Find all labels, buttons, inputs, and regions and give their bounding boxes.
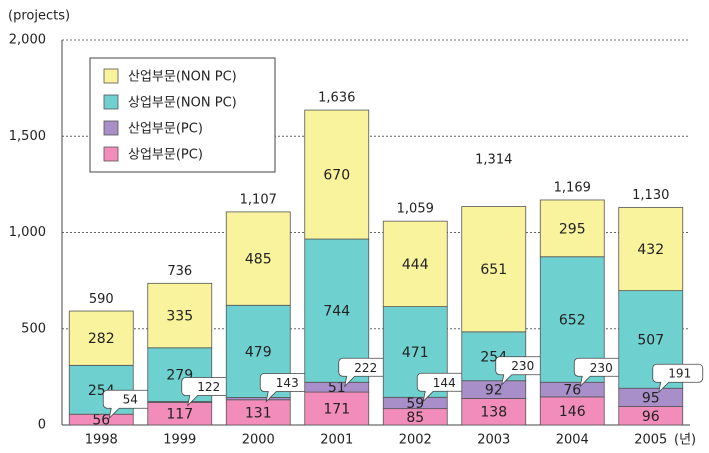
bar-segment xyxy=(382,220,448,308)
bar-segment xyxy=(461,398,527,426)
x-tick-label: 1999 xyxy=(163,433,196,448)
y-tick-label: 1,500 xyxy=(9,129,46,144)
y-axis-label: (projects) xyxy=(8,9,70,24)
segment-label: 670 xyxy=(323,168,350,184)
segment-label: 171 xyxy=(323,402,350,418)
x-tick-label: 2002 xyxy=(399,433,432,448)
segment-label: 56 xyxy=(92,413,110,429)
x-tick-label: 2004 xyxy=(556,433,589,448)
bar-segment xyxy=(304,391,370,426)
y-tick-label: 500 xyxy=(21,321,46,336)
segment-label: 76 xyxy=(563,383,581,399)
callout-label: 230 xyxy=(511,359,534,373)
x-tick-label: 2003 xyxy=(477,433,510,448)
legend-swatch xyxy=(103,68,119,84)
total-label: 1,130 xyxy=(632,188,669,203)
total-label: 1,059 xyxy=(397,202,434,217)
legend-label: 산업부문(PC) xyxy=(128,122,203,137)
total-label: 1,636 xyxy=(318,91,355,106)
legend-label: 산업부문(NON PC) xyxy=(128,70,237,85)
bar-segment xyxy=(225,399,291,426)
segment-label: 471 xyxy=(402,345,429,361)
y-tick-label: 0 xyxy=(38,418,46,433)
bar-segment xyxy=(225,211,291,306)
segment-label: 59 xyxy=(406,396,424,412)
y-tick-label: 2,000 xyxy=(9,33,46,48)
total-label: 590 xyxy=(89,292,114,307)
legend-swatch xyxy=(103,120,119,136)
total-label: 1,314 xyxy=(475,153,512,168)
bar-segment xyxy=(539,199,605,258)
y-tick-label: 1,000 xyxy=(9,225,46,240)
segment-label: 95 xyxy=(642,390,660,406)
callout-label: 144 xyxy=(433,376,456,390)
callout-box xyxy=(652,363,704,394)
segment-label: 51 xyxy=(328,380,346,396)
bar-segment xyxy=(147,282,213,349)
total-label: 1,107 xyxy=(240,192,277,207)
x-tick-label: 2005 xyxy=(634,433,667,448)
segment-label: 652 xyxy=(559,313,586,329)
segment-label: 146 xyxy=(559,404,586,420)
segment-label: 117 xyxy=(166,407,193,423)
segment-label: 485 xyxy=(245,252,272,268)
segment-label: 282 xyxy=(88,331,115,347)
segment-label: 131 xyxy=(245,405,272,421)
segment-label: 444 xyxy=(402,257,429,273)
x-tick-label: 1998 xyxy=(85,433,118,448)
x-unit: (년) xyxy=(674,433,696,448)
segment-label: 432 xyxy=(637,242,664,258)
legend-label: 상업부문(PC) xyxy=(128,148,203,163)
callout-label: 230 xyxy=(590,361,613,375)
legend-swatch xyxy=(103,94,119,110)
legend-label: 상업부문(NON PC) xyxy=(128,96,237,111)
segment-label: 507 xyxy=(637,332,664,348)
bar-segment xyxy=(461,206,527,333)
x-tick-label: 2000 xyxy=(242,433,275,448)
x-tick-label: 2001 xyxy=(320,433,353,448)
bar-segment xyxy=(539,256,605,383)
segment-label: 479 xyxy=(245,344,272,360)
legend-box xyxy=(89,57,276,173)
legend-swatch xyxy=(103,146,119,162)
segment-label: 92 xyxy=(485,383,503,399)
callout-label: 54 xyxy=(123,393,138,407)
callout-label: 222 xyxy=(354,361,377,375)
callout-label: 122 xyxy=(197,380,220,394)
segment-label: 138 xyxy=(480,405,507,421)
bar-segment xyxy=(304,109,370,240)
total-label: 1,169 xyxy=(554,180,591,195)
segment-label: 85 xyxy=(406,410,424,426)
bar-segment xyxy=(539,396,605,426)
segment-label: 295 xyxy=(559,221,586,237)
segment-label: 744 xyxy=(323,304,350,320)
total-label: 736 xyxy=(167,264,192,279)
callout-label: 143 xyxy=(276,376,299,390)
segment-label: 335 xyxy=(166,309,193,325)
segment-label: 96 xyxy=(642,409,660,425)
bar-segment xyxy=(68,310,134,366)
callout-label: 191 xyxy=(668,367,691,381)
bar-segment xyxy=(618,207,684,292)
segment-label: 651 xyxy=(480,262,507,278)
